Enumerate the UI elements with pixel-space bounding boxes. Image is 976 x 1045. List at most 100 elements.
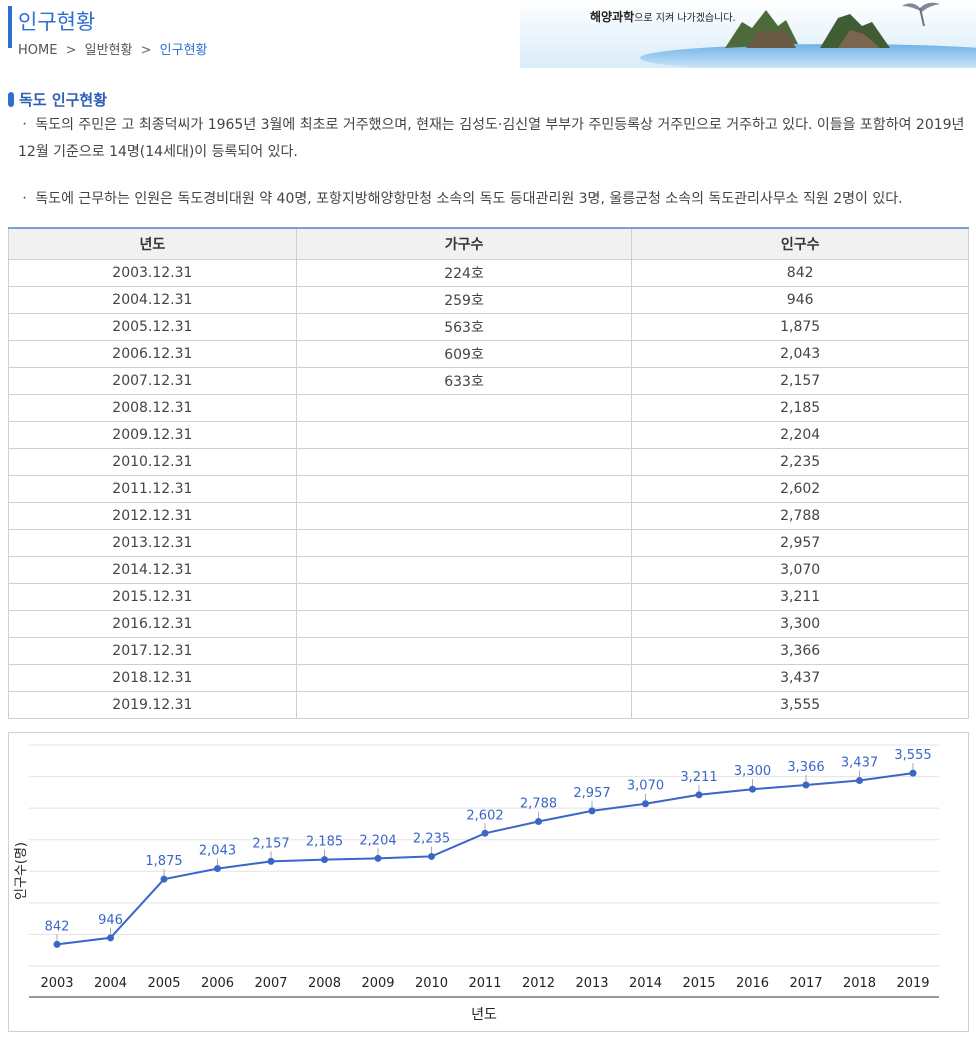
cell-year: 2011.12.31 xyxy=(8,474,297,503)
table-row: 2004.12.31 259호 946 xyxy=(8,285,969,314)
chart-data-label: 1,875 xyxy=(145,854,182,869)
chart-point xyxy=(481,829,489,837)
population-chart: 842 2003 946 2004 1,875 2005 2,043 2006 2,157 200… xyxy=(8,732,969,1032)
cell-population: 2,788 xyxy=(631,501,969,530)
cell-year: 2006.12.31 xyxy=(8,339,297,368)
chart-point xyxy=(267,857,275,865)
cell-households: 259호 xyxy=(295,285,633,314)
chart-point xyxy=(53,940,61,948)
population-line-chart: 842 2003 946 2004 1,875 2005 2,043 2006 2,157 200… xyxy=(14,744,939,1023)
cell-households: 224호 xyxy=(295,258,633,287)
column-header-year: 년도 xyxy=(8,227,297,260)
breadcrumb-home[interactable]: HOME xyxy=(18,43,58,58)
table-row: 2010.12.31 2,235 xyxy=(8,447,969,476)
breadcrumb-parent[interactable]: 일반현황 xyxy=(84,43,133,58)
chart-y-axis-label: 인구수(명) xyxy=(14,842,29,900)
population-table: 년도 가구수 인구수 2003.12.31 224호 842 2004.12.31 25… xyxy=(8,227,969,719)
cell-households xyxy=(295,393,633,422)
cell-year: 2013.12.31 xyxy=(8,528,297,557)
chart-data-label: 2,235 xyxy=(413,831,450,846)
cell-population: 1,875 xyxy=(631,312,969,341)
table-row: 2008.12.31 2,185 xyxy=(8,393,969,422)
table-row: 2016.12.31 3,300 xyxy=(8,609,969,638)
cell-population: 2,957 xyxy=(631,528,969,557)
chart-x-tick-label: 2008 xyxy=(308,976,341,991)
chart-x-tick-label: 2017 xyxy=(789,976,822,991)
cell-year: 2010.12.31 xyxy=(8,447,297,476)
banner-island-illustration xyxy=(520,0,976,68)
cell-households xyxy=(295,447,633,476)
chart-x-tick-label: 2015 xyxy=(682,976,715,991)
chart-point xyxy=(321,856,328,864)
table-row: 2009.12.31 2,204 xyxy=(8,420,969,449)
chart-x-tick-label: 2018 xyxy=(843,976,876,991)
cell-households xyxy=(295,690,633,719)
cell-population: 2,204 xyxy=(631,420,969,449)
table-row: 2011.12.31 2,602 xyxy=(8,474,969,503)
chart-point xyxy=(374,854,382,862)
cell-population: 2,043 xyxy=(631,339,969,368)
cell-population: 3,300 xyxy=(631,609,969,638)
column-header-population: 인구수 xyxy=(631,227,969,260)
cell-population: 946 xyxy=(631,285,969,314)
cell-population: 3,211 xyxy=(631,582,969,611)
chart-x-tick-label: 2011 xyxy=(468,976,501,991)
breadcrumb-separator: > xyxy=(65,43,77,58)
chart-point xyxy=(642,800,649,808)
chart-x-tick-label: 2016 xyxy=(736,976,769,991)
chart-data-label: 3,070 xyxy=(627,779,664,794)
chart-x-axis-label: 년도 xyxy=(471,1007,497,1023)
cell-population: 2,235 xyxy=(631,447,969,476)
chart-x-tick-label: 2003 xyxy=(40,976,73,991)
cell-year: 2003.12.31 xyxy=(8,258,297,287)
table-row: 2007.12.31 633호 2,157 xyxy=(8,366,969,395)
chart-point xyxy=(856,777,863,785)
chart-data-label: 3,366 xyxy=(787,760,824,775)
chart-point xyxy=(107,934,114,942)
cell-year: 2009.12.31 xyxy=(8,420,297,449)
chart-x-tick-label: 2013 xyxy=(575,976,608,991)
chart-data-label: 2,204 xyxy=(359,833,396,848)
chart-data-label: 2,157 xyxy=(252,836,289,851)
breadcrumb: HOME > 일반현황 > 인구현황 xyxy=(18,39,208,58)
title-accent-bar xyxy=(8,6,12,48)
column-header-households: 가구수 xyxy=(295,227,633,260)
chart-point xyxy=(160,875,168,883)
table-row: 2017.12.31 3,366 xyxy=(8,636,969,665)
cell-year: 2005.12.31 xyxy=(8,312,297,341)
chart-x-tick-label: 2006 xyxy=(201,976,234,991)
cell-population: 3,555 xyxy=(631,690,969,719)
breadcrumb-current: 인구현황 xyxy=(159,43,208,58)
chart-x-tick-label: 2019 xyxy=(896,976,929,991)
table-row: 2015.12.31 3,211 xyxy=(8,582,969,611)
chart-x-tick-label: 2005 xyxy=(147,976,180,991)
cell-households xyxy=(295,636,633,665)
cell-households xyxy=(295,663,633,692)
residents-paragraph: ㆍ 독도의 주민은 고 최종덕씨가 1965년 3월에 최초로 거주했으며, 현… xyxy=(18,117,965,160)
chart-point xyxy=(214,865,221,873)
chart-x-tick-label: 2009 xyxy=(361,976,394,991)
chart-point xyxy=(695,791,703,799)
chart-point xyxy=(588,807,596,815)
chart-data-label: 2,957 xyxy=(573,786,610,801)
cell-population: 842 xyxy=(631,258,969,287)
page-title: 인구현황 xyxy=(18,10,96,34)
chart-x-tick-label: 2012 xyxy=(522,976,555,991)
chart-data-label: 3,555 xyxy=(894,748,931,763)
cell-population: 2,602 xyxy=(631,474,969,503)
breadcrumb-separator: > xyxy=(140,43,152,58)
chart-x-tick-label: 2007 xyxy=(254,976,287,991)
table-row: 2003.12.31 224호 842 xyxy=(8,258,969,287)
cell-households: 563호 xyxy=(295,312,633,341)
cell-population: 2,157 xyxy=(631,366,969,395)
chart-point xyxy=(909,769,917,777)
cell-population: 3,070 xyxy=(631,555,969,584)
cell-households xyxy=(295,420,633,449)
cell-households xyxy=(295,555,633,584)
chart-data-label: 2,788 xyxy=(520,797,557,812)
table-row: 2018.12.31 3,437 xyxy=(8,663,969,692)
section-bullet-icon xyxy=(8,92,14,107)
cell-population: 3,366 xyxy=(631,636,969,665)
page-header: 인구현황 HOME > 일반현황 > 인구현황 xyxy=(0,0,976,70)
cell-year: 2017.12.31 xyxy=(8,636,297,665)
